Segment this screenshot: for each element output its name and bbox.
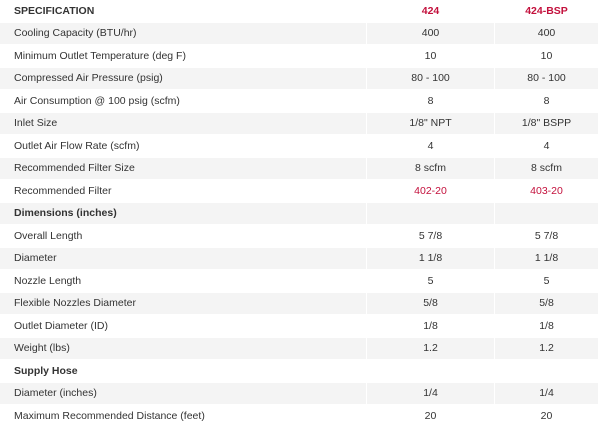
value-424-bsp: 8 scfm	[495, 157, 598, 180]
row-label: Compressed Air Pressure (psig)	[0, 67, 367, 90]
row-label: Flexible Nozzles Diameter	[0, 292, 367, 315]
row-label: Weight (lbs)	[0, 337, 367, 360]
row-label: Recommended Filter	[0, 180, 367, 203]
specification-header: SPECIFICATION	[0, 0, 367, 23]
value-424-bsp: 4	[495, 135, 598, 158]
table-row: Weight (lbs) 1.2 1.2	[0, 337, 598, 360]
table-row: Cooling Capacity (BTU/hr) 400 400	[0, 22, 598, 45]
value-424: 1/8" NPT	[367, 112, 495, 135]
table-header-row: SPECIFICATION 424 424-BSP	[0, 0, 598, 23]
value-424: 1/8	[367, 315, 495, 338]
row-label: Minimum Outlet Temperature (deg F)	[0, 45, 367, 68]
value-424-bsp: 10	[495, 45, 598, 68]
value-424: 1/4	[367, 382, 495, 405]
value-424: 1 1/8	[367, 247, 495, 270]
section-title-supply-hose: Supply Hose	[0, 360, 367, 383]
section-row-dimensions: Dimensions (inches)	[0, 202, 598, 225]
value-424-bsp: 1/8" BSPP	[495, 112, 598, 135]
value-424-bsp: 1.2	[495, 337, 598, 360]
table-row: Recommended Filter 402-20 403-20	[0, 180, 598, 203]
row-label: Air Consumption @ 100 psig (scfm)	[0, 90, 367, 113]
table-row: Outlet Diameter (ID) 1/8 1/8	[0, 315, 598, 338]
table-row: Diameter (inches) 1/4 1/4	[0, 382, 598, 405]
table-row: Recommended Filter Size 8 scfm 8 scfm	[0, 157, 598, 180]
value-424-bsp: 5/8	[495, 292, 598, 315]
value-424: 400	[367, 22, 495, 45]
value-424: 8	[367, 90, 495, 113]
section-row-supply-hose: Supply Hose	[0, 360, 598, 383]
row-label: Diameter	[0, 247, 367, 270]
value-424: 5 7/8	[367, 225, 495, 248]
value-424: 5	[367, 270, 495, 293]
table-row: Air Consumption @ 100 psig (scfm) 8 8	[0, 90, 598, 113]
empty-cell	[367, 202, 495, 225]
value-424: 80 - 100	[367, 67, 495, 90]
value-424-bsp: 1/4	[495, 382, 598, 405]
value-424-bsp: 1 1/8	[495, 247, 598, 270]
value-424: 10	[367, 45, 495, 68]
table-row: Nozzle Length 5 5	[0, 270, 598, 293]
model-424-bsp-header: 424-BSP	[495, 0, 598, 23]
table-row: Inlet Size 1/8" NPT 1/8" BSPP	[0, 112, 598, 135]
row-label: Maximum Recommended Distance (feet)	[0, 405, 367, 428]
value-424-bsp: 5	[495, 270, 598, 293]
empty-cell	[367, 360, 495, 383]
table-row: Flexible Nozzles Diameter 5/8 5/8	[0, 292, 598, 315]
filter-402-20-link[interactable]: 402-20	[367, 180, 495, 203]
empty-cell	[495, 202, 598, 225]
table-row: Compressed Air Pressure (psig) 80 - 100 …	[0, 67, 598, 90]
value-424-bsp: 80 - 100	[495, 67, 598, 90]
table-row: Minimum Outlet Temperature (deg F) 10 10	[0, 45, 598, 68]
row-label: Overall Length	[0, 225, 367, 248]
value-424: 8 scfm	[367, 157, 495, 180]
value-424: 5/8	[367, 292, 495, 315]
table-row: Outlet Air Flow Rate (scfm) 4 4	[0, 135, 598, 158]
row-label: Cooling Capacity (BTU/hr)	[0, 22, 367, 45]
value-424: 1.2	[367, 337, 495, 360]
value-424: 4	[367, 135, 495, 158]
row-label: Outlet Diameter (ID)	[0, 315, 367, 338]
value-424-bsp: 400	[495, 22, 598, 45]
row-label: Nozzle Length	[0, 270, 367, 293]
filter-403-20-link[interactable]: 403-20	[495, 180, 598, 203]
section-title-dimensions: Dimensions (inches)	[0, 202, 367, 225]
row-label: Outlet Air Flow Rate (scfm)	[0, 135, 367, 158]
row-label: Inlet Size	[0, 112, 367, 135]
value-424: 20	[367, 405, 495, 428]
row-label: Diameter (inches)	[0, 382, 367, 405]
model-424-header: 424	[367, 0, 495, 23]
row-label: Recommended Filter Size	[0, 157, 367, 180]
value-424-bsp: 20	[495, 405, 598, 428]
value-424-bsp: 5 7/8	[495, 225, 598, 248]
table-row: Overall Length 5 7/8 5 7/8	[0, 225, 598, 248]
value-424-bsp: 8	[495, 90, 598, 113]
value-424-bsp: 1/8	[495, 315, 598, 338]
table-row: Maximum Recommended Distance (feet) 20 2…	[0, 405, 598, 428]
empty-cell	[495, 360, 598, 383]
table-row: Diameter 1 1/8 1 1/8	[0, 247, 598, 270]
